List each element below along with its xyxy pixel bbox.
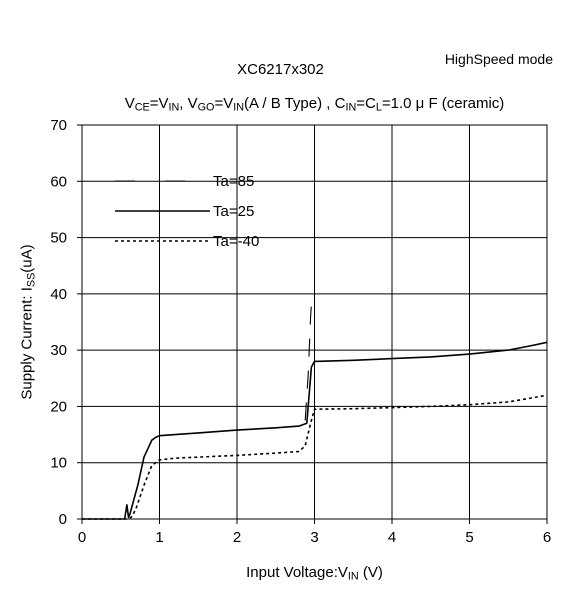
plot-frame: [81, 124, 548, 520]
legend-label: Ta=85: [213, 173, 254, 190]
x-tick-label: 0: [78, 529, 86, 546]
x-tick-label: 6: [543, 529, 551, 546]
series-line-ta40: [82, 394, 548, 520]
x-tick-label: 2: [233, 529, 241, 546]
y-tick-label: 0: [59, 511, 67, 528]
x-tick-label: 5: [465, 529, 473, 546]
x-tick-label: 1: [155, 529, 163, 546]
legend-label: Ta=25: [213, 203, 254, 220]
y-tick-label: 10: [50, 455, 67, 472]
x-tick-label: 3: [310, 529, 318, 546]
x-tick-label: 4: [388, 529, 396, 546]
x-axis-label: Input Voltage:VIN (V): [246, 564, 383, 583]
series-line-ta85: [304, 293, 313, 421]
mode-label: HighSpeed mode: [444, 51, 553, 67]
chart-title: XC6217x302: [237, 61, 324, 78]
legend: Ta=85 Ta=25 Ta=-40: [115, 173, 259, 250]
test-conditions: VCE=VIN, VGO=VIN(A / B Type) , CIN=CL=1.…: [124, 95, 505, 114]
y-tick-label: 50: [50, 230, 67, 247]
y-axis-label: Supply Current: ISS(uA): [18, 244, 38, 400]
legend-label: Ta=-40: [213, 233, 259, 250]
y-tick-label: 20: [50, 398, 67, 415]
y-tick-label: 70: [50, 117, 67, 134]
series-line-ta25: [82, 341, 548, 520]
y-tick-label: 60: [50, 173, 67, 190]
y-tick-label: 40: [50, 286, 67, 303]
y-tick-label: 30: [50, 342, 67, 359]
series-layer: [82, 293, 548, 520]
